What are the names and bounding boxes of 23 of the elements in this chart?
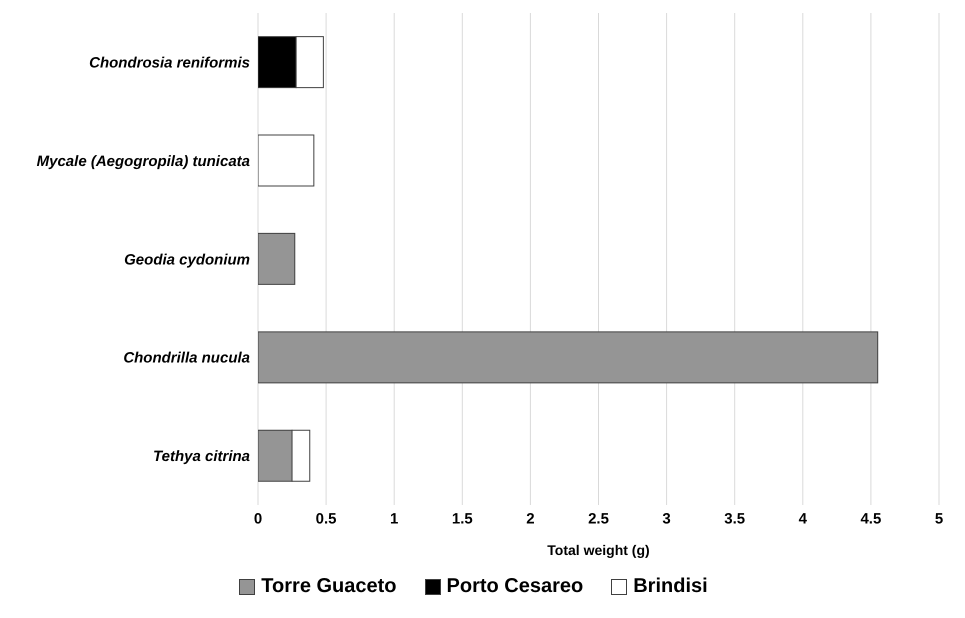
legend-label: Torre Guaceto — [261, 575, 397, 598]
x-tick-label: 1.5 — [452, 510, 473, 528]
x-tick-label: 3 — [662, 510, 671, 528]
x-tick-label: 0 — [254, 510, 262, 528]
y-tick-label: Tethya citrina — [153, 448, 250, 466]
x-tick-label: 4.5 — [860, 510, 882, 528]
bar — [258, 331, 878, 384]
x-tick-label: 4 — [798, 510, 808, 528]
bar — [258, 134, 314, 187]
y-tick-label: Geodia cydonium — [124, 251, 250, 268]
y-tick-label: Mycale (Aegogropila) tunicata — [36, 152, 250, 170]
bar — [258, 232, 296, 285]
x-tick-label: 0.5 — [316, 510, 337, 528]
x-tick-label: 5 — [934, 510, 944, 528]
legend-label: Brindisi — [633, 575, 708, 598]
x-tick-label: 2.5 — [588, 510, 609, 528]
y-tick-label: Chondrosia reniformis — [89, 54, 250, 72]
x-tick-label: 1 — [390, 510, 398, 528]
x-axis-title: Total weight (g) — [547, 542, 650, 558]
x-tick-label: 2 — [526, 510, 535, 528]
x-tick-label: 3.5 — [724, 510, 746, 528]
legend-label: Porto Cesareo — [446, 575, 584, 598]
y-tick-label: Chondrilla nucula — [123, 350, 250, 367]
